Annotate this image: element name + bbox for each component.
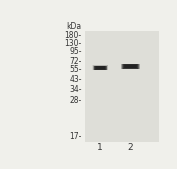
Bar: [93, 65, 108, 70]
Bar: [93, 66, 107, 70]
Text: 180-: 180-: [65, 31, 82, 40]
Bar: [95, 66, 106, 70]
Bar: [121, 64, 140, 69]
Text: 28-: 28-: [70, 96, 82, 105]
Bar: [124, 65, 138, 68]
Bar: [96, 66, 105, 69]
Bar: [92, 65, 108, 70]
Bar: [94, 66, 107, 70]
Bar: [124, 65, 137, 68]
Text: 17-: 17-: [69, 132, 82, 141]
Bar: [96, 66, 105, 69]
Text: 130-: 130-: [65, 39, 82, 47]
Bar: [125, 65, 136, 68]
Text: 95-: 95-: [69, 47, 82, 56]
Bar: [122, 64, 139, 69]
Bar: [122, 64, 138, 69]
Bar: [94, 66, 106, 70]
Text: 43-: 43-: [69, 75, 82, 84]
Bar: [85, 31, 159, 142]
Text: kDa: kDa: [67, 22, 82, 31]
Text: 72-: 72-: [69, 57, 82, 66]
Bar: [95, 66, 105, 70]
Bar: [94, 66, 107, 70]
Bar: [123, 64, 138, 69]
Text: 1: 1: [97, 143, 102, 152]
Bar: [121, 64, 140, 69]
Text: 2: 2: [127, 143, 133, 152]
Bar: [122, 64, 139, 69]
Text: 55-: 55-: [69, 65, 82, 74]
Bar: [125, 65, 136, 68]
Text: 34-: 34-: [69, 85, 82, 94]
